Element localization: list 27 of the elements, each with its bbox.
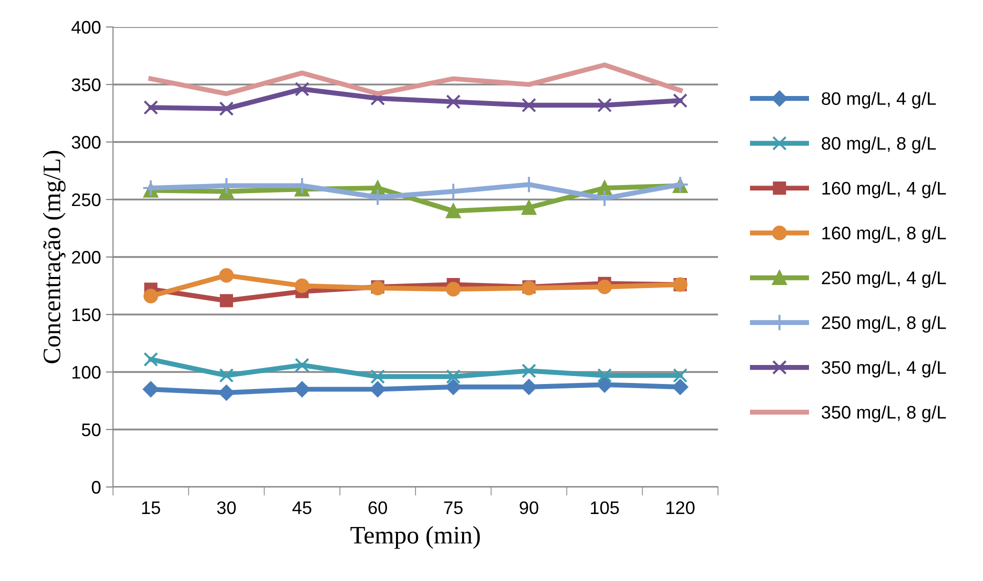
y-tick-label: 150 xyxy=(72,308,100,322)
x-tick-label: 120 xyxy=(666,501,695,514)
legend-label: 350 mg/L, 4 g/L xyxy=(822,360,946,378)
y-tick-label: 350 xyxy=(72,78,100,92)
x-axis-title: Tempo (min) xyxy=(350,526,480,549)
y-tick-label: 300 xyxy=(72,136,100,149)
legend-label: 80 mg/L, 4 g/L xyxy=(822,92,936,109)
y-tick-label: 50 xyxy=(82,423,100,436)
x-tick-label: 75 xyxy=(444,502,463,514)
legend-label: 80 mg/L, 8 g/L xyxy=(822,136,936,154)
legend-label: 350 mg/L, 8 g/L xyxy=(822,405,946,422)
x-tick-label: 45 xyxy=(292,502,312,514)
y-axis-title: Concentração (mg/L) xyxy=(42,150,66,364)
y-tick-label: 0 xyxy=(92,480,100,494)
x-tick-label: 30 xyxy=(217,501,236,514)
y-tick-label: 100 xyxy=(72,366,100,379)
y-tick-label: 400 xyxy=(71,20,100,34)
x-tick-label: 90 xyxy=(520,501,538,514)
y-tick-label: 250 xyxy=(72,193,100,206)
legend-label: 250 mg/L, 8 g/L xyxy=(822,316,946,333)
x-tick-label: 15 xyxy=(142,502,160,514)
legend-label: 250 mg/L, 4 g/L xyxy=(822,270,946,288)
x-tick-label: 105 xyxy=(590,501,619,514)
legend-label: 160 mg/L, 4 g/L xyxy=(822,181,946,198)
x-tick-label: 60 xyxy=(368,501,388,514)
y-tick-label: 200 xyxy=(72,250,100,264)
legend-label: 160 mg/L, 8 g/L xyxy=(822,226,946,244)
